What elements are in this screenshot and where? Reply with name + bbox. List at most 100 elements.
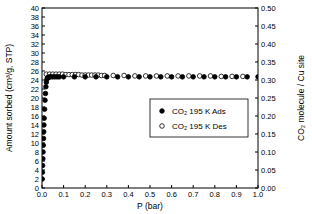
x-tick-label: 0.6 [166, 190, 176, 199]
y2-tick-label: 0.25 [261, 94, 276, 103]
y-tick-label: 22 [31, 85, 39, 94]
plot-frame [42, 8, 258, 188]
y2-tick-label: 0.05 [261, 166, 276, 175]
point [202, 75, 207, 80]
y-tick-label: 8 [35, 148, 39, 157]
y-tick-label: 0 [35, 184, 39, 193]
y2-tick [255, 134, 258, 135]
point [137, 75, 142, 80]
point [223, 75, 228, 80]
y-tick-label: 12 [31, 130, 39, 139]
y-tick-label: 36 [31, 22, 39, 31]
legend-marker [160, 109, 165, 114]
point [143, 74, 148, 79]
y-tick [42, 62, 45, 63]
x-axis-title: P (bar) [137, 201, 163, 211]
point [241, 74, 246, 79]
y2-tick [255, 62, 258, 63]
point [42, 143, 46, 148]
y2-tick [255, 152, 258, 153]
y2-tick [255, 80, 258, 81]
point [42, 156, 45, 161]
y-tick-label: 28 [31, 58, 39, 67]
point [122, 73, 127, 78]
point [234, 75, 239, 80]
x-tick [171, 185, 172, 188]
y-tick-label: 10 [31, 139, 39, 148]
point [148, 75, 153, 80]
y-tick [42, 17, 45, 18]
point [42, 116, 46, 121]
point [176, 74, 181, 79]
point [61, 75, 66, 80]
y2-tick-label: 0.00 [261, 184, 276, 193]
legend-box [150, 99, 248, 137]
point [42, 123, 46, 128]
point [72, 75, 77, 80]
point [159, 75, 164, 80]
point [44, 84, 49, 89]
y2-tick-label: 0.10 [261, 148, 276, 157]
x-tick-label: 0.7 [188, 190, 198, 199]
y-tick-label: 34 [31, 31, 39, 40]
y2-tick-label: 0.35 [261, 58, 276, 67]
x-tick-label: 0.1 [58, 190, 68, 199]
point [43, 98, 48, 103]
y-tick-label: 18 [31, 103, 39, 112]
legend-marker [160, 124, 165, 129]
point [126, 75, 131, 80]
y-tick-label: 14 [31, 121, 39, 130]
point [57, 75, 62, 80]
point [180, 75, 185, 80]
point [42, 129, 46, 134]
y2-tick [255, 116, 258, 117]
chart: 0.00.10.20.30.40.50.60.70.80.91.00246810… [0, 0, 312, 214]
point [115, 75, 120, 80]
y-tick-label: 26 [31, 67, 39, 76]
x-tick-label: 0.9 [231, 190, 241, 199]
point [42, 150, 45, 155]
legend-label: CO₂ 195 K Ads [172, 107, 226, 116]
y-tick [42, 26, 45, 27]
y2-tick-label: 0.40 [261, 40, 276, 49]
y-tick-label: 40 [31, 4, 39, 13]
point [208, 74, 213, 79]
y-tick-label: 6 [35, 157, 39, 166]
point [42, 177, 45, 182]
point [230, 74, 235, 79]
y2-tick-label: 0.50 [261, 4, 276, 13]
legend-label: CO₂ 195 K Des [172, 122, 227, 131]
x-tick-label: 0.8 [210, 190, 220, 199]
point [169, 75, 174, 80]
point [213, 75, 218, 80]
y-tick-label: 4 [35, 166, 39, 175]
y2-tick [255, 8, 258, 9]
x-tick-label: 0.5 [145, 190, 155, 199]
y-tick [42, 188, 45, 189]
point [83, 75, 88, 80]
point [256, 75, 258, 80]
x-tick [236, 185, 237, 188]
x-tick [63, 185, 64, 188]
y-tick-label: 2 [35, 175, 39, 184]
point [191, 75, 196, 80]
point [133, 74, 138, 79]
point [111, 73, 116, 78]
y-tick-label: 30 [31, 49, 39, 58]
y-tick-label: 16 [31, 112, 39, 121]
y2-tick [255, 170, 258, 171]
point [42, 136, 46, 141]
x-tick [128, 185, 129, 188]
point [43, 91, 48, 96]
x-tick-label: 0.3 [102, 190, 112, 199]
y2-tick [255, 188, 258, 189]
point [154, 74, 159, 79]
point [187, 74, 192, 79]
point [105, 75, 110, 80]
y-axis-title: Amount sorbed (cm³/g, STP) [4, 44, 14, 152]
x-tick [106, 185, 107, 188]
y2-tick [255, 98, 258, 99]
point [42, 170, 45, 175]
point [42, 163, 45, 168]
y-tick [42, 44, 45, 45]
